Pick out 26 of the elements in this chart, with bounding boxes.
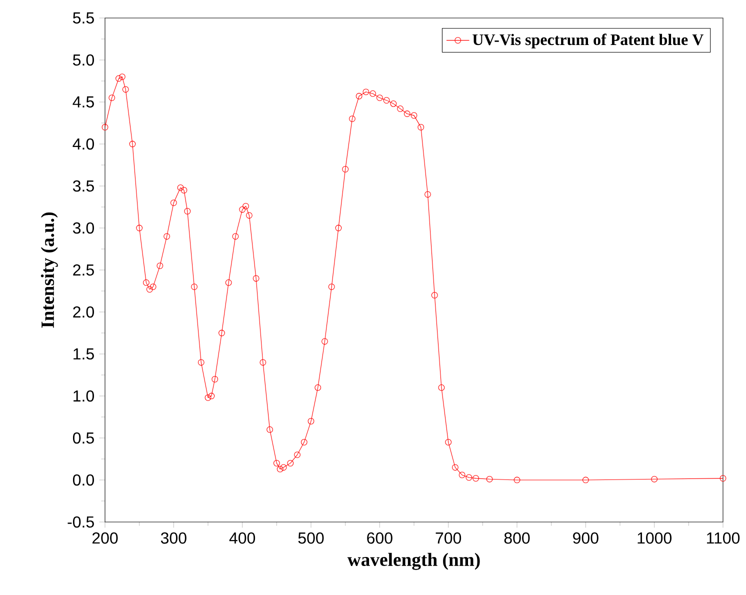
y-tick-label: 3.0 — [72, 222, 94, 234]
y-tick-label: 3.5 — [72, 180, 94, 192]
y-tick-label: -0.5 — [68, 516, 94, 528]
y-tick-label: 1.5 — [74, 348, 94, 360]
x-tick-label: 300 — [160, 532, 186, 544]
y-tick-label: 2.5 — [73, 264, 94, 276]
legend-label: UV-Vis spectrum of Patent blue V — [472, 34, 704, 48]
y-axis-title: Intensity (a.u.) — [40, 212, 58, 328]
x-tick-label: 200 — [92, 532, 118, 544]
y-tick-label: 5.0 — [73, 54, 94, 66]
y-tick-label: 1.0 — [74, 390, 94, 402]
x-axis-title: wavelength (nm) — [347, 552, 480, 570]
x-tick-label: 700 — [436, 532, 462, 544]
y-tick-label: 0.5 — [72, 432, 94, 444]
y-tick-label: 4.5 — [72, 96, 94, 108]
x-tick-label: 600 — [367, 532, 392, 544]
x-tick-label: 900 — [573, 532, 598, 544]
x-tick-label: 500 — [298, 532, 324, 544]
y-tick-label: 2.0 — [73, 306, 94, 318]
y-tick-label: 0.0 — [72, 474, 94, 486]
y-tick-label: 5.5 — [73, 12, 94, 24]
x-tick-label: 400 — [229, 532, 256, 544]
x-tick-label: 1100 — [707, 532, 740, 544]
y-tick-label: 4.0 — [72, 138, 94, 150]
x-tick-label: 800 — [504, 532, 530, 544]
x-tick-label: 1000 — [638, 532, 672, 544]
